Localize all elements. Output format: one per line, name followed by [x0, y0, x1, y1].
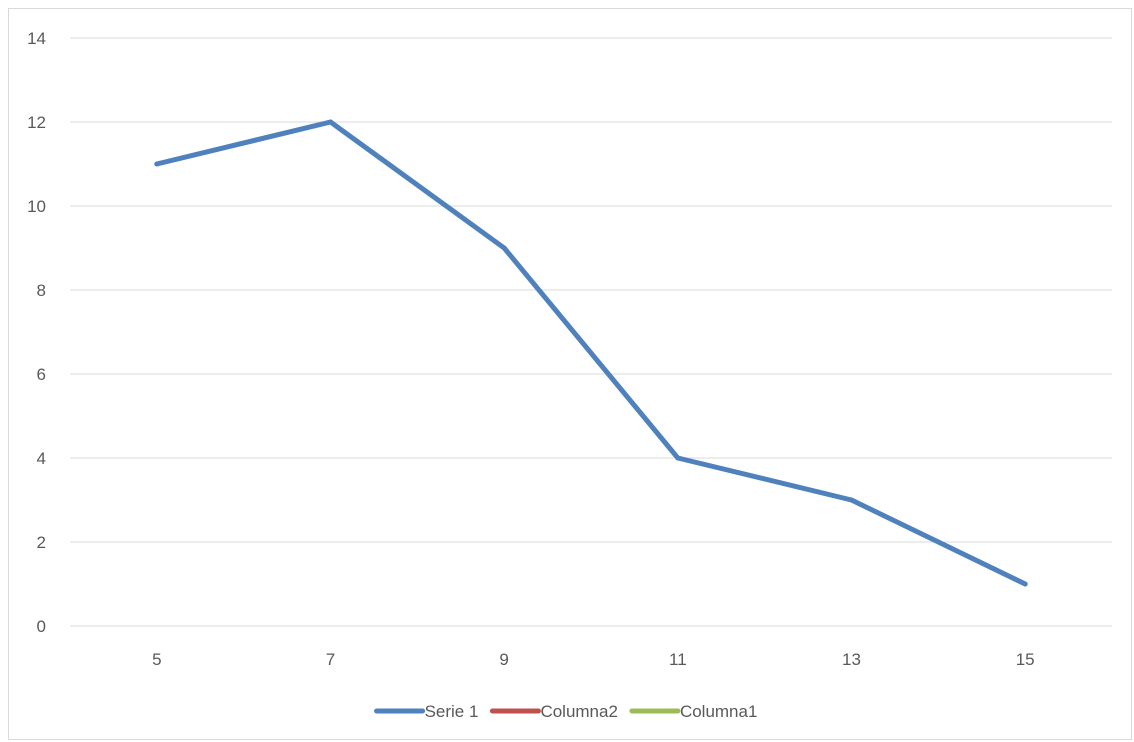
x-tick-label: 15	[1016, 650, 1035, 669]
series-line-0	[154, 119, 1028, 587]
data-point	[1022, 581, 1028, 587]
y-tick-label: 0	[37, 617, 46, 636]
legend-label: Columna2	[540, 702, 618, 721]
data-point	[849, 497, 854, 503]
x-tick-label: 13	[842, 650, 861, 669]
x-tick-label: 5	[152, 650, 161, 669]
legend: Serie 1 Columna2 Columna1	[374, 702, 758, 721]
x-tick-label: 7	[326, 650, 335, 669]
x-tick-label: 9	[499, 650, 508, 669]
data-point	[501, 245, 507, 251]
y-tick-label: 4	[37, 449, 46, 468]
legend-label: Columna1	[680, 702, 758, 721]
data-point	[675, 455, 681, 461]
legend-label: Serie 1	[425, 702, 479, 721]
y-tick-label: 14	[27, 29, 46, 48]
data-point	[328, 119, 333, 125]
data-point	[154, 161, 160, 167]
x-axis-tick-labels: 5 7 9 11 13 15	[152, 650, 1035, 669]
y-axis-tick-labels: 0 2 4 6 8 10 12 14	[27, 29, 46, 636]
y-tick-label: 12	[27, 113, 46, 132]
y-tick-label: 6	[37, 365, 46, 384]
series-lines	[154, 119, 1028, 587]
y-tick-label: 10	[27, 197, 46, 216]
x-tick-label: 11	[669, 650, 687, 669]
y-tick-label: 2	[37, 533, 46, 552]
y-tick-label: 8	[37, 281, 46, 300]
gridlines	[70, 37, 1112, 627]
